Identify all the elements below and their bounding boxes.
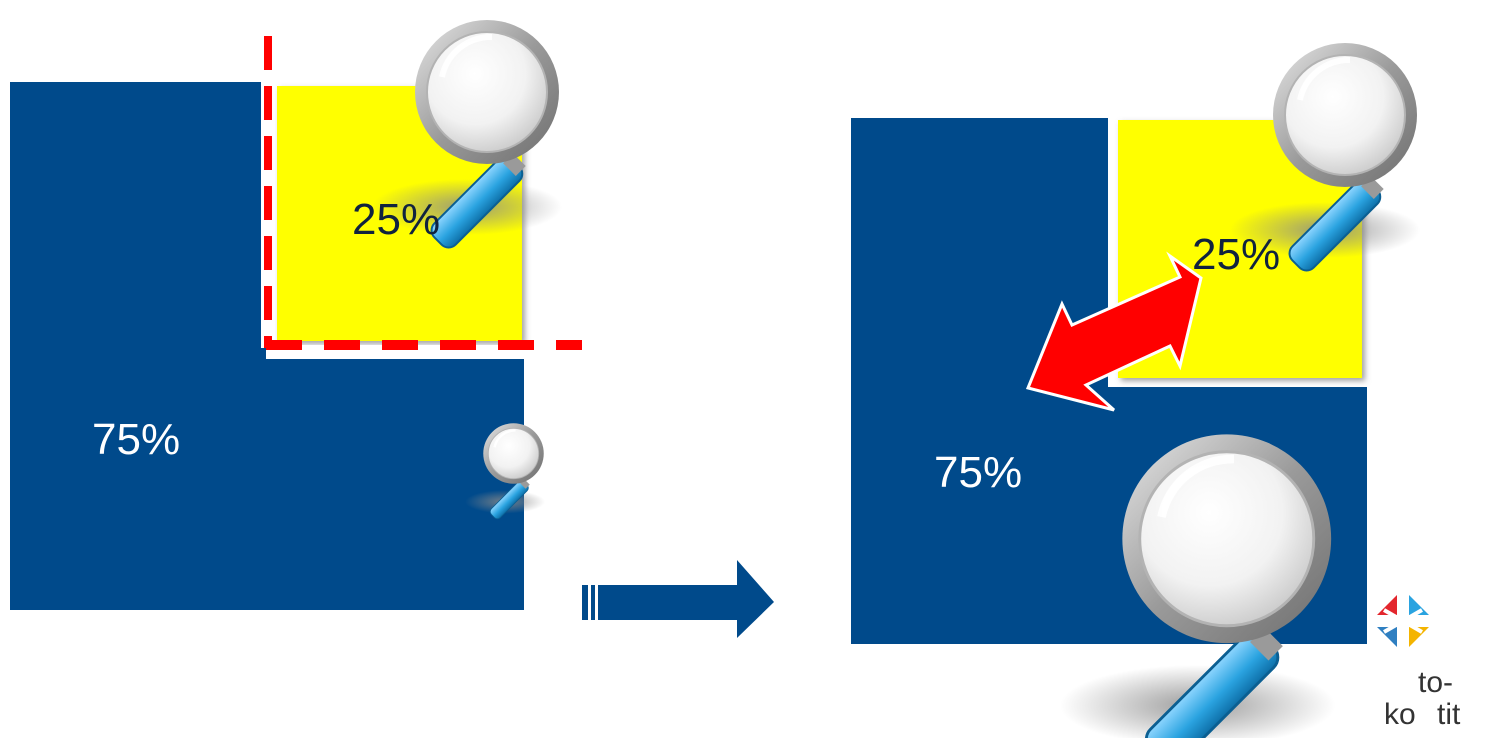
- logo-text-line1: to-: [1418, 666, 1454, 699]
- right-diagram: [851, 43, 1420, 738]
- left-diagram: [10, 20, 582, 610]
- left-large-share-label: 75%: [92, 415, 181, 464]
- right-arrow-icon: [582, 560, 774, 638]
- double-arrow-icon: [1025, 251, 1203, 412]
- snowflake-logo-icon: [1377, 595, 1429, 647]
- logo-text-line2: ko: [1384, 698, 1416, 731]
- dashed-cut-line: [261, 36, 582, 359]
- right-small-share-label: 25%: [1192, 230, 1281, 279]
- right-large-share-label: 75%: [934, 448, 1023, 497]
- left-small-share-label: 25%: [352, 195, 441, 244]
- logo-text-line2-end: tit: [1437, 698, 1461, 731]
